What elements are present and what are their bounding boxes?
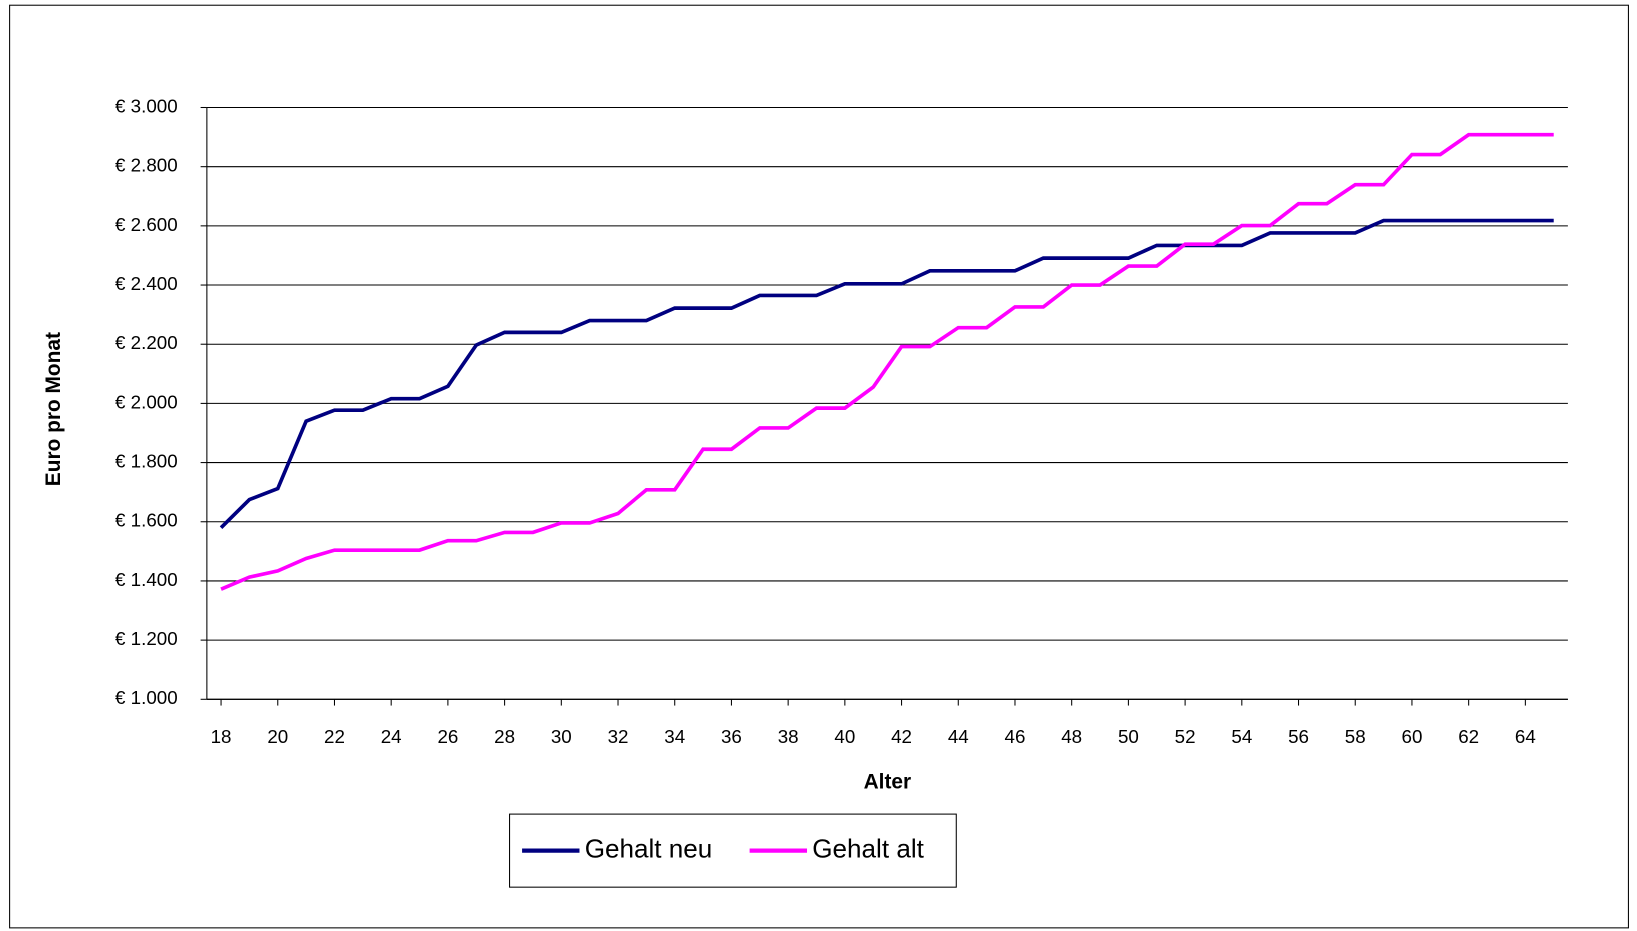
series-line: [219, 218, 1554, 529]
x-tick-label: 44: [948, 726, 969, 747]
y-tick-label: € 2.800: [115, 155, 178, 176]
y-tick-label: € 3.000: [115, 95, 178, 116]
x-tick-label: 22: [324, 726, 345, 747]
x-tick-label: 40: [834, 726, 855, 747]
series-line: [220, 132, 1554, 591]
x-tick-label: 28: [494, 726, 515, 747]
y-axis-title: Euro pro Monat: [42, 332, 65, 486]
y-tick-label: € 1.600: [115, 510, 178, 531]
x-tick-label: 58: [1345, 726, 1366, 747]
x-tick-label: 30: [551, 726, 572, 747]
x-tick-label: 20: [267, 726, 288, 747]
y-tick-label: € 2.000: [115, 391, 178, 412]
x-tick-label: 50: [1118, 726, 1139, 747]
x-tick-label: 64: [1515, 726, 1536, 747]
x-tick-label: 62: [1458, 726, 1479, 747]
x-tick-label: 42: [891, 726, 912, 747]
x-tick-label: 38: [778, 726, 799, 747]
x-tick-label: 34: [664, 726, 685, 747]
y-tick-label: € 2.600: [115, 214, 178, 235]
x-tick-label: 24: [381, 726, 402, 747]
y-tick-label: € 1.400: [115, 569, 178, 590]
x-tick-label: 18: [211, 726, 232, 747]
legend-box: [509, 813, 957, 888]
y-tick-label: € 1.200: [115, 628, 178, 649]
x-tick-label: 36: [721, 726, 742, 747]
y-tick-label: € 2.400: [115, 273, 178, 294]
y-tick-label: € 1.800: [115, 451, 178, 472]
x-tick-label: 56: [1288, 726, 1309, 747]
x-tick-label: 32: [608, 726, 629, 747]
y-tick-label: € 2.200: [115, 332, 178, 353]
legend-label: Gehalt neu: [585, 834, 713, 864]
x-tick-label: 54: [1231, 726, 1252, 747]
chart-frame: [9, 4, 1629, 929]
x-axis-title: Alter: [864, 770, 912, 793]
x-tick-label: 26: [437, 726, 458, 747]
x-tick-label: 48: [1061, 726, 1082, 747]
legend-label: Gehalt alt: [812, 834, 924, 864]
x-tick-label: 52: [1175, 726, 1196, 747]
x-tick-label: 46: [1005, 726, 1026, 747]
x-tick-label: 60: [1402, 726, 1423, 747]
y-tick-label: € 1.000: [115, 687, 178, 708]
